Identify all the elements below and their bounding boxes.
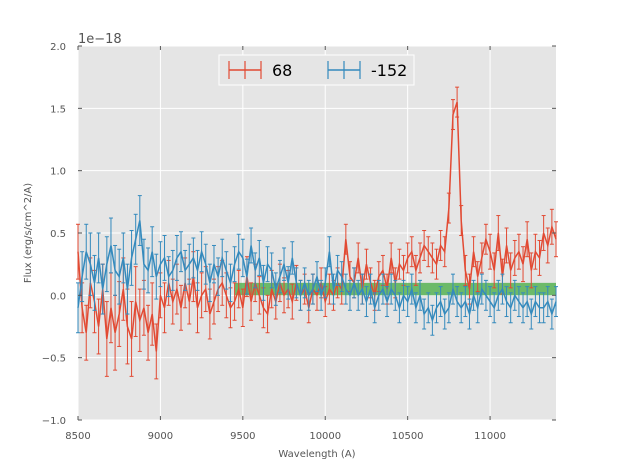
x-tick-label-1: 9000 bbox=[148, 431, 173, 442]
y-tick-label-2: 0.0 bbox=[50, 291, 66, 302]
series-group bbox=[76, 86, 558, 380]
y-tick-label-3: 0.5 bbox=[50, 229, 66, 240]
series-line-0 bbox=[77, 101, 557, 352]
x-axis-label: Wavelength (A) bbox=[278, 449, 355, 460]
y-axis-label: Flux (erg/s/cm^2/A) bbox=[23, 183, 34, 283]
grid bbox=[77, 45, 556, 421]
x-tick-label-5: 11000 bbox=[474, 431, 506, 442]
legend-label-68: 68 bbox=[272, 61, 292, 80]
x-tick-label-3: 10000 bbox=[309, 431, 341, 442]
legend-item-minus-152: -152 bbox=[327, 61, 407, 80]
y-tick-label-5: 1.5 bbox=[50, 104, 66, 115]
legend: 68 -152 bbox=[218, 54, 415, 86]
y-axis-ticks: −1.0 −0.5 0.0 0.5 1.0 1.5 2.0 bbox=[42, 42, 556, 427]
x-tick-label-2: 9500 bbox=[230, 431, 255, 442]
x-tick-label-0: 8500 bbox=[65, 431, 90, 442]
legend-item-68: 68 bbox=[228, 61, 292, 80]
legend-label-minus-152: -152 bbox=[371, 61, 407, 80]
series-line-1 bbox=[77, 220, 557, 323]
x-tick-label-4: 10500 bbox=[392, 431, 424, 442]
y-tick-label-1: −0.5 bbox=[42, 354, 66, 365]
x-axis-ticks: 8500 9000 9500 10000 10500 11000 bbox=[65, 46, 506, 442]
series-1 bbox=[76, 195, 558, 336]
y-offset-text: 1e−18 bbox=[78, 32, 122, 47]
y-tick-label-0: −1.0 bbox=[42, 416, 66, 427]
y-tick-label-4: 1.0 bbox=[50, 167, 66, 178]
y-tick-label-6: 2.0 bbox=[50, 42, 66, 53]
